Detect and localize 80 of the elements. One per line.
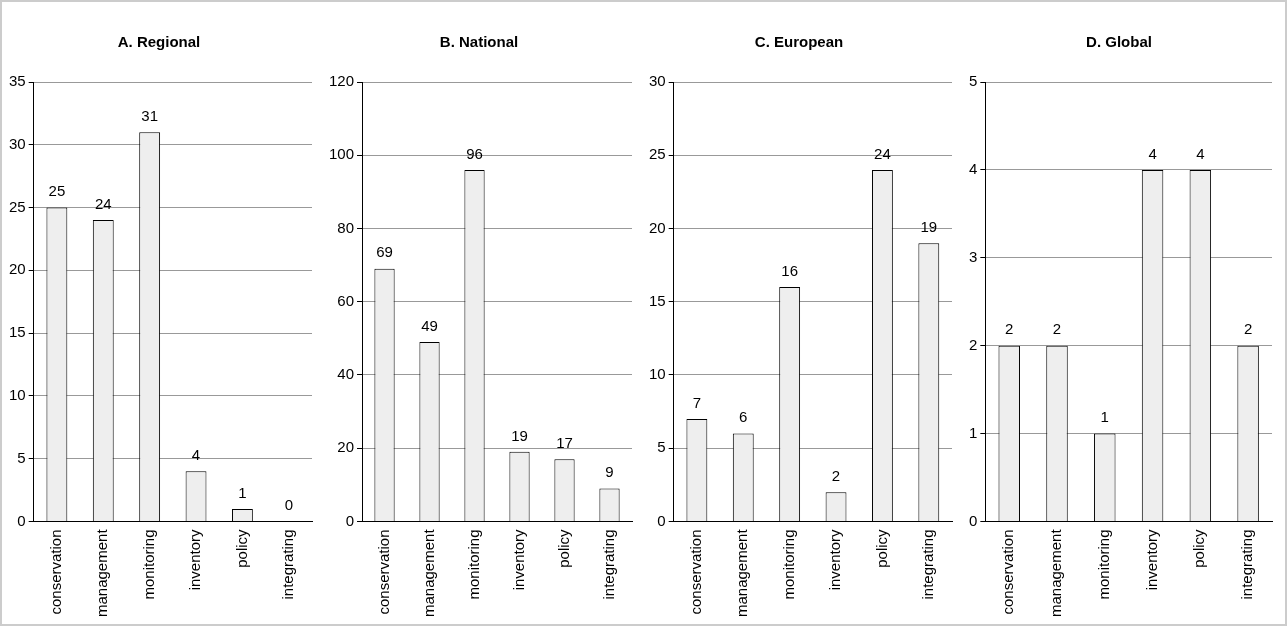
chart-title: C. European [754,33,844,51]
y-tick-label: 15 [649,291,666,309]
y-tick-label: 3 [969,247,978,265]
data-label: 19 [511,426,528,444]
x-tick-label: inventory [1142,528,1160,591]
data-label: 24 [94,194,112,212]
x-tick-label: integrating [278,529,296,600]
x-tick-label: management [93,528,111,618]
y-tick-label: 15 [9,323,26,341]
data-label: 2 [1052,320,1062,338]
chart-title: B. National [439,33,519,51]
x-tick-label: management [1047,528,1065,618]
data-label: 7 [692,393,702,411]
y-tick-label: 5 [17,448,26,466]
data-label: 4 [191,445,201,463]
y-tick-label: 0 [17,511,26,529]
x-tick-label: management [419,528,437,618]
x-tick-label: policy [232,528,250,568]
y-tick-label: 60 [337,291,355,309]
data-label: 1 [1100,408,1109,426]
data-label: 17 [556,433,573,451]
data-label: 2 [1243,320,1253,338]
y-tick-label: 5 [969,72,978,90]
data-label: 2 [1005,320,1014,338]
data-label: 2 [831,466,841,484]
data-label: 25 [48,182,66,200]
x-tick-label: policy [1190,528,1208,568]
data-label: 96 [466,144,483,162]
x-tick-label: conservation [687,529,705,615]
x-tick-label: monitoring [1094,529,1112,600]
x-tick-label: conservation [374,529,392,615]
data-label: 16 [781,261,798,279]
x-tick-label: conservation [47,529,65,615]
x-tick-label: integrating [918,529,936,600]
data-label: 0 [284,496,293,514]
x-tick-label: integrating [599,529,617,600]
data-label: 19 [920,217,938,235]
y-tick-label: 80 [337,218,355,236]
x-tick-label: monitoring [464,529,482,600]
y-tick-label: 120 [329,72,355,90]
x-tick-label: integrating [1238,529,1256,600]
y-tick-label: 10 [649,365,666,383]
y-tick-label: 20 [337,438,355,456]
x-tick-label: policy [554,528,572,568]
y-tick-label: 0 [345,511,355,529]
y-tick-label: 100 [329,145,355,163]
data-label: 49 [421,316,438,334]
y-tick-label: 5 [657,438,666,456]
x-tick-label: policy [872,528,890,568]
y-tick-label: 1 [969,423,978,441]
y-tick-label: 30 [9,134,26,152]
y-tick-label: 25 [649,145,666,163]
chart-title: D. Global [1086,33,1152,51]
y-tick-label: 0 [657,511,666,529]
data-label: 4 [1196,144,1205,162]
x-tick-label: inventory [509,528,527,591]
data-label: 1 [238,483,247,501]
data-label: 6 [739,408,748,426]
y-tick-label: 0 [969,511,978,529]
data-label: 69 [376,243,393,261]
y-tick-label: 30 [649,72,666,90]
data-label: 31 [141,106,158,124]
x-tick-label: inventory [186,528,204,591]
data-label: 4 [1148,144,1157,162]
y-tick-label: 2 [969,335,978,353]
y-tick-label: 40 [337,365,355,383]
data-label: 24 [874,144,891,162]
data-label: 9 [605,463,614,481]
x-tick-label: monitoring [139,529,157,600]
y-tick-label: 20 [9,260,26,278]
x-tick-label: monitoring [779,529,797,600]
y-tick-label: 10 [9,386,26,404]
x-tick-label: management [733,528,751,618]
y-tick-label: 35 [9,72,26,90]
x-tick-label: inventory [826,528,844,591]
y-tick-label: 25 [9,197,26,215]
y-tick-label: 4 [969,160,978,178]
chart-title: A. Regional [117,33,201,51]
y-tick-label: 20 [649,218,666,236]
x-tick-label: conservation [999,529,1017,615]
